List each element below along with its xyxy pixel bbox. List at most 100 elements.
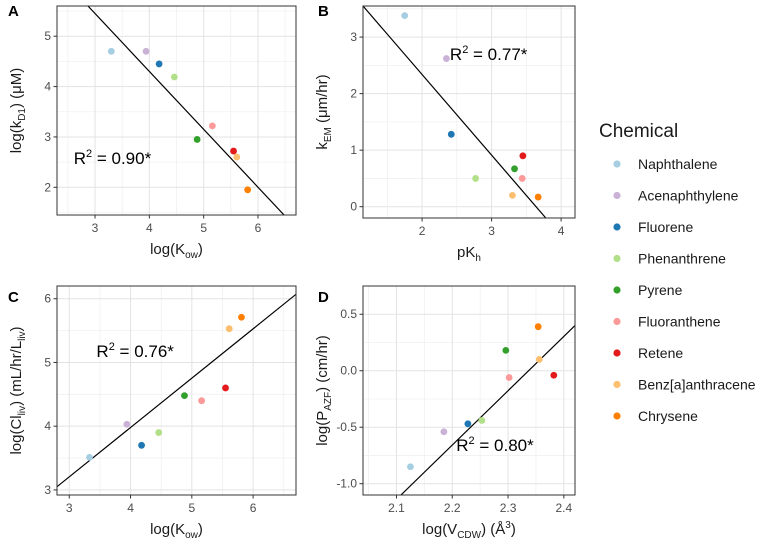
point-pyrene bbox=[181, 392, 188, 399]
y-tick-label: 5 bbox=[44, 355, 51, 369]
point-pyrene bbox=[511, 165, 518, 173]
legend-key-dot bbox=[613, 349, 621, 357]
panel-b: 2 3 4 0 1 2 3 pKh kEM (μm/hr) R2 = 0.77* B bbox=[314, 3, 576, 264]
panel-letter: C bbox=[8, 289, 19, 306]
gridlines bbox=[57, 286, 296, 495]
plot-border bbox=[56, 285, 297, 496]
legend-key-dot bbox=[613, 412, 621, 420]
y-tick-label: 6 bbox=[44, 292, 51, 306]
legend-label: Retene bbox=[638, 345, 683, 361]
y-tick-label: -0.5 bbox=[336, 420, 357, 434]
point-fluoranthene bbox=[198, 397, 206, 405]
legend-entry: Chrysene bbox=[613, 408, 698, 424]
legend-label: Pyrene bbox=[638, 282, 683, 298]
legend-key-dot bbox=[613, 191, 621, 200]
legend-entry: Fluoranthene bbox=[613, 314, 721, 330]
point-fluoranthene bbox=[518, 175, 526, 182]
y-tick-label: 3 bbox=[44, 483, 51, 497]
point-chrysene bbox=[534, 193, 542, 201]
legend-label: Fluorene bbox=[638, 219, 693, 235]
y-tick-label: 0.5 bbox=[340, 307, 357, 321]
point-fluoranthene bbox=[208, 122, 216, 130]
gridlines bbox=[57, 6, 296, 215]
point-retene bbox=[230, 147, 237, 155]
legend-label: Fluoranthene bbox=[638, 314, 721, 330]
panel-d: 2.1 2.2 2.3 2.4 -1.0 -0.5 0.0 0.5 log(VCDW) (Å3)… bbox=[314, 285, 576, 541]
point-acenaphthylene bbox=[440, 428, 448, 436]
x-tick-label: 3 bbox=[92, 221, 99, 235]
point-fluorene bbox=[138, 441, 145, 449]
point-chrysene bbox=[534, 323, 542, 331]
y-tick-label: 1 bbox=[350, 143, 357, 157]
plot-background bbox=[363, 6, 575, 218]
legend-label: Acenaphthylene bbox=[638, 188, 739, 204]
legend-label: Phenanthrene bbox=[638, 251, 726, 267]
legend-entry: Retene bbox=[613, 345, 683, 361]
regression-line bbox=[400, 325, 575, 495]
r-squared-annotation: R2 = 0.77* bbox=[450, 44, 528, 64]
x-tick-label: 6 bbox=[255, 221, 262, 235]
r-squared-annotation: R2 = 0.80* bbox=[456, 435, 534, 455]
point-phenanthrene bbox=[170, 73, 178, 81]
x-tick-label: 4 bbox=[558, 224, 565, 238]
y-tick-label: 2 bbox=[350, 87, 357, 101]
y-tick-label: 0 bbox=[350, 200, 357, 214]
panel-letter: D bbox=[318, 289, 329, 306]
point-fluorene bbox=[464, 420, 472, 428]
panel-letter: A bbox=[8, 3, 19, 20]
x-axis-title: pKh bbox=[457, 244, 481, 264]
r-squared-annotation: R2 = 0.76* bbox=[96, 341, 174, 361]
legend-label: Chrysene bbox=[638, 408, 698, 424]
x-tick-label: 2.3 bbox=[500, 501, 517, 515]
x-tick-label: 3 bbox=[66, 501, 73, 515]
point-chrysene bbox=[244, 186, 252, 194]
legend-key-dot bbox=[613, 160, 621, 168]
x-tick-label: 5 bbox=[200, 221, 207, 235]
y-tick-label: 2 bbox=[44, 180, 51, 194]
gridlines bbox=[363, 286, 575, 495]
legend-label: Naphthalene bbox=[638, 156, 718, 172]
point-phenanthrene bbox=[478, 417, 486, 424]
legend-key-dot bbox=[613, 254, 621, 263]
x-axis-title: log(Kow) bbox=[150, 241, 203, 261]
point-phenanthrene bbox=[472, 175, 480, 182]
legend-entry: Acenaphthylene bbox=[613, 188, 739, 204]
panels-layer: 3 4 5 6 2 3 4 5 log(Kow) log(kD1) (μM) R2 = 0.90* A… bbox=[8, 3, 576, 541]
x-axis-title: log(VCDW) (Å3) bbox=[422, 520, 516, 541]
point-retene bbox=[550, 371, 558, 379]
point-fluoranthene bbox=[505, 374, 513, 381]
y-tick-label: 0.0 bbox=[340, 364, 357, 378]
plot-background bbox=[363, 286, 575, 495]
point-pyrene bbox=[502, 346, 510, 354]
point-acenaphthylene bbox=[443, 55, 450, 62]
x-axis-title: log(Kow) bbox=[150, 521, 203, 541]
point-benz-a-anthracene bbox=[509, 191, 516, 199]
point-naphthalene bbox=[401, 12, 409, 20]
x-tick-label: 2.2 bbox=[444, 501, 461, 515]
point-naphthalene bbox=[107, 47, 115, 55]
legend-title: Chemical bbox=[599, 121, 678, 142]
legend-key-dot bbox=[613, 286, 621, 294]
panel-letter: B bbox=[318, 3, 329, 20]
x-tick-label: 4 bbox=[127, 501, 134, 515]
point-fluorene bbox=[155, 60, 163, 68]
panel-c: 3 4 5 6 3 4 5 6 log(Kow) log(Clliv) (mL/hr/Lliv) R… bbox=[8, 285, 297, 541]
regression-line bbox=[57, 293, 296, 488]
y-tick-label: 3 bbox=[44, 130, 51, 144]
x-tick-label: 2.1 bbox=[388, 501, 405, 515]
x-tick-label: 2.4 bbox=[555, 501, 572, 515]
point-phenanthrene bbox=[155, 429, 163, 436]
y-tick-label: -1.0 bbox=[336, 477, 357, 491]
legend-entry: Benz[a]anthracene bbox=[613, 377, 756, 393]
regression-line bbox=[87, 6, 285, 215]
plot-border bbox=[362, 5, 576, 219]
point-benz-a-anthracene bbox=[233, 153, 241, 161]
panel-a: 3 4 5 6 2 3 4 5 log(Kow) log(kD1) (μM) R2 = 0.90* A bbox=[8, 3, 297, 261]
regression-line bbox=[363, 6, 547, 218]
plot-border bbox=[362, 285, 576, 496]
y-tick-label: 4 bbox=[44, 419, 51, 433]
legend: Chemical Naphthalene Acenaphthylene Fluoren… bbox=[599, 121, 756, 424]
point-pyrene bbox=[193, 136, 201, 143]
point-retene bbox=[519, 152, 527, 160]
